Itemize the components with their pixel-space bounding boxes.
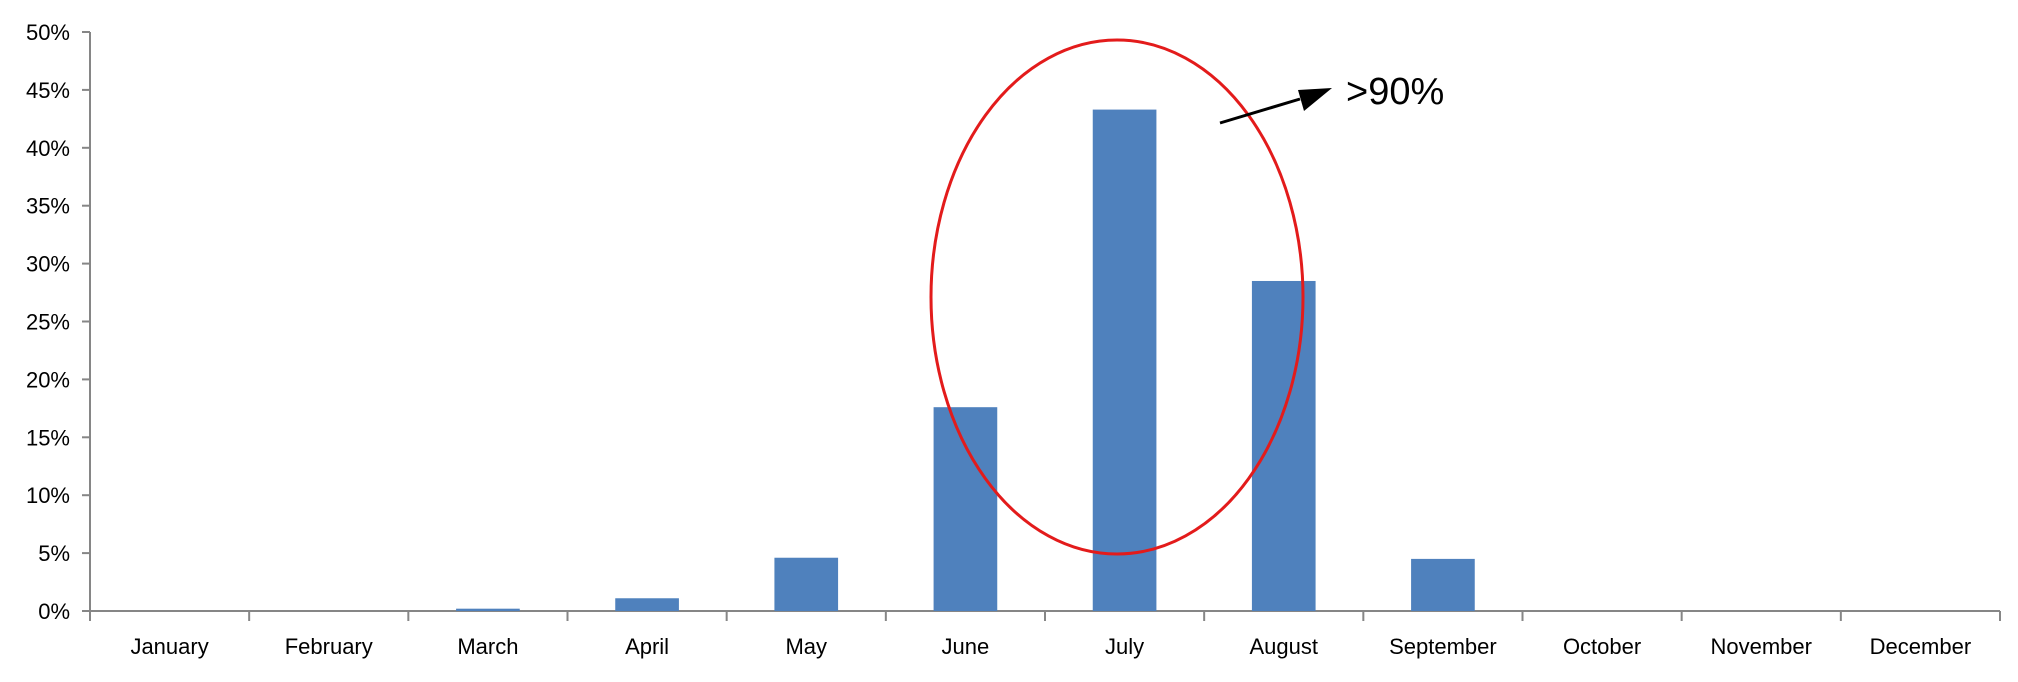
- bar: [933, 407, 998, 611]
- x-tick-label: August: [1250, 634, 1319, 659]
- y-tick-label: 30%: [26, 252, 70, 277]
- x-tick-label: January: [130, 634, 208, 659]
- x-axis: January February March April May June July Augu…: [89, 610, 2001, 659]
- bar: [774, 557, 839, 611]
- highlight-ellipse: [929, 38, 1305, 556]
- y-tick-label: 20%: [26, 367, 70, 392]
- bar: [615, 598, 679, 611]
- annotation-arrow-line: [1219, 97, 1301, 125]
- x-tick-label: December: [1870, 634, 1971, 659]
- y-tick-label: 50%: [26, 20, 70, 45]
- x-tick-label: February: [285, 634, 373, 659]
- y-tick-label: 10%: [26, 483, 70, 508]
- y-tick-label: 45%: [26, 78, 70, 103]
- x-tick-label: October: [1563, 634, 1641, 659]
- bar: [1251, 280, 1316, 611]
- x-tick-label: March: [457, 634, 518, 659]
- x-tick-label: April: [625, 634, 669, 659]
- annotation-label: >90%: [1346, 71, 1444, 113]
- x-tick-label: September: [1389, 634, 1497, 659]
- y-axis: 0% 5% 10% 15% 20% 25% 30% 35% 40% 45% 50%: [26, 20, 91, 624]
- x-tick-label: May: [785, 634, 827, 659]
- bars: [456, 109, 1475, 611]
- y-tick-label: 25%: [26, 310, 70, 335]
- annotation-arrow-head: [1298, 88, 1332, 111]
- y-tick-label: 15%: [26, 425, 70, 450]
- y-tick-label: 35%: [26, 194, 70, 219]
- bar: [456, 608, 520, 611]
- y-tick-label: 40%: [26, 136, 70, 161]
- bar: [1092, 109, 1157, 611]
- annotation-overlay: >90%: [929, 38, 1444, 556]
- x-tick-label: June: [942, 634, 990, 659]
- y-tick-label: 5%: [38, 541, 70, 566]
- bar: [1411, 558, 1475, 611]
- y-tick-label: 0%: [38, 599, 70, 624]
- x-tick-label: July: [1105, 634, 1144, 659]
- x-tick-label: November: [1711, 634, 1812, 659]
